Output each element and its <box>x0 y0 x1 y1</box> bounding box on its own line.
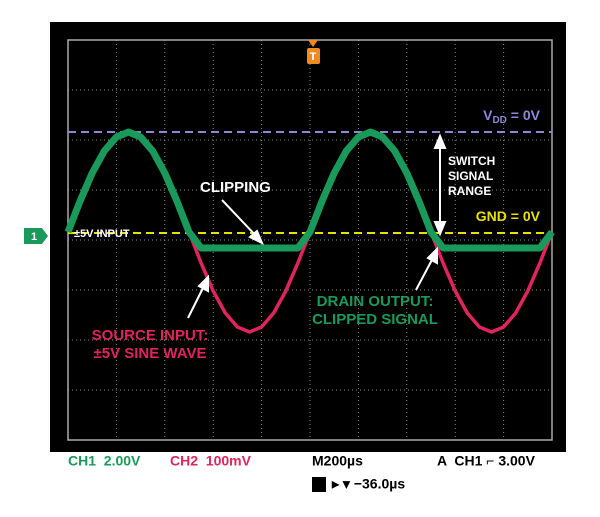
annotation: ±5V INPUT <box>74 228 130 240</box>
arrows <box>187 133 447 319</box>
trigger-pointer <box>308 40 318 47</box>
annotation: SOURCE INPUT: <box>92 327 209 344</box>
annotation: SWITCH <box>448 154 495 168</box>
trigger-icon <box>312 477 326 492</box>
channel-marker: 1 <box>31 231 37 243</box>
annotation: CLIPPED SIGNAL <box>312 311 438 328</box>
label-text: V <box>483 107 493 123</box>
reference-label: VDD = 0V <box>483 107 541 126</box>
reference-label: GND = 0V <box>476 208 541 224</box>
readout: M200µs <box>312 453 363 469</box>
plot: VDD = 0V GND = 0V <box>64 107 555 334</box>
trigger-marker: T <box>310 51 317 63</box>
label-sub: DD <box>492 115 506 126</box>
annotation: ±5V SINE WAVE <box>94 345 207 362</box>
label-text: GND = 0V <box>476 208 541 224</box>
channel-marker-bg <box>24 228 48 244</box>
readout: A CH1 ⌐ 3.00V <box>437 453 536 469</box>
trigger-marker-bg <box>307 48 320 64</box>
annotation: CLIPPING <box>200 179 271 196</box>
readout: CH2 100mV <box>170 453 252 469</box>
series-line <box>64 128 555 252</box>
annotation: DRAIN OUTPUT: <box>317 293 434 310</box>
label-rest: = 0V <box>507 107 541 123</box>
annotation: RANGE <box>448 184 491 198</box>
readout: CH1 2.00V <box>68 453 141 469</box>
readout: ▸ ▾ −36.0µs <box>331 476 405 492</box>
annotation: SIGNAL <box>448 169 493 183</box>
